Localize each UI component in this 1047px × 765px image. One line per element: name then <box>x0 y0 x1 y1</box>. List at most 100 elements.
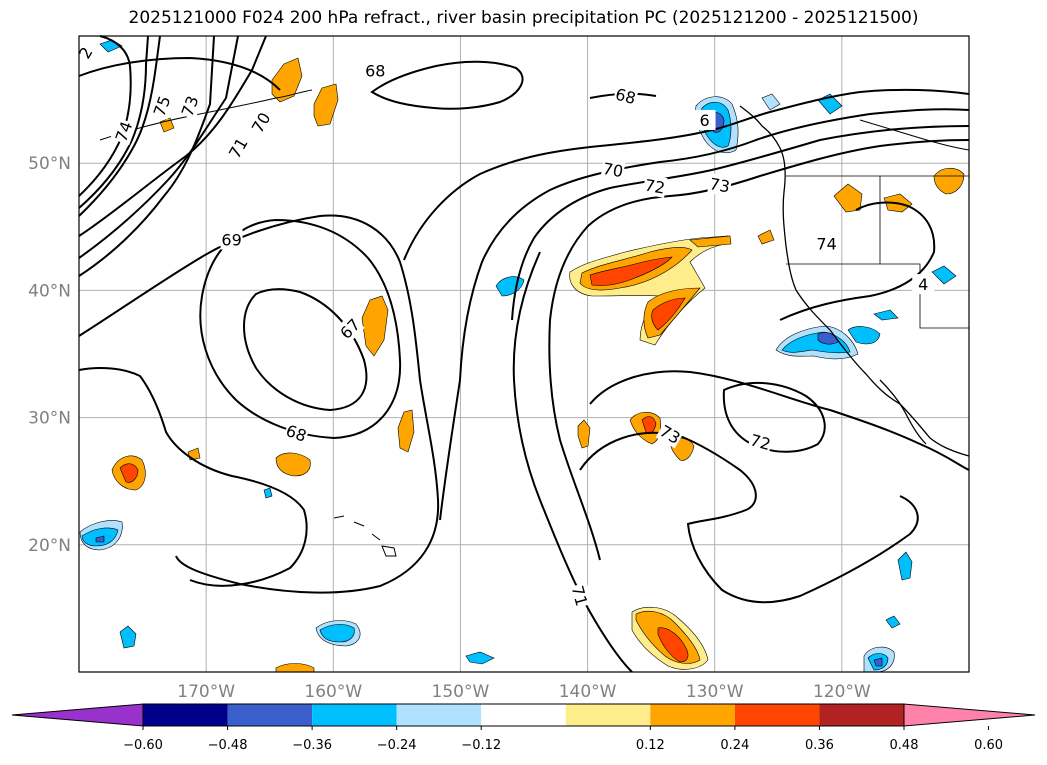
lat-tick-label: 40°N <box>28 281 71 301</box>
colorbar-tick-label: −0.24 <box>377 738 417 753</box>
patch-pos <box>397 409 415 453</box>
contour-72-south <box>579 431 919 604</box>
north-america-coast <box>739 105 970 457</box>
map-title: 2025121000 F024 200 hPa refract., river … <box>128 8 919 28</box>
colorbar-frame <box>142 703 905 727</box>
contour-label-bg <box>600 157 626 182</box>
patch-pos <box>757 229 775 245</box>
patch-neg <box>263 487 273 499</box>
hawaii-islands <box>333 515 397 557</box>
contour-72-southeast <box>722 381 826 453</box>
contour-69 <box>78 214 440 594</box>
positive-anomaly-patches <box>111 57 965 673</box>
contour-label-bg <box>612 83 639 109</box>
contour-label-bg <box>110 117 137 146</box>
colorbar-segment <box>312 704 397 726</box>
patch-neg <box>119 625 137 649</box>
lon-tick-label: 130°W <box>686 682 744 702</box>
contour-label-bg <box>707 173 733 197</box>
patch-neg <box>873 657 883 667</box>
colorbar-tick-label: −0.60 <box>123 738 163 753</box>
contour-label-bg <box>246 107 275 138</box>
contour-label: 70 <box>601 159 624 181</box>
colorbar-segment <box>396 704 482 726</box>
map-frame <box>78 35 970 673</box>
contour-label: 4 <box>918 275 928 294</box>
colorbar-tick-label: 0.48 <box>890 738 919 753</box>
contour-label-group: 68 <box>612 83 639 109</box>
colorbar-tick-label: 0.60 <box>974 738 1003 753</box>
patch-pos <box>577 419 591 449</box>
patch-neg <box>885 615 901 629</box>
contour-label-group: 69 <box>220 229 243 250</box>
contour-label-bg <box>747 429 774 455</box>
contour-label: 71 <box>568 584 592 609</box>
contour-label: 6 <box>699 111 709 130</box>
patch-pos <box>589 256 673 286</box>
patch-neg <box>931 265 957 285</box>
contour-label-group: 2 <box>71 38 100 68</box>
patch-neg <box>873 309 899 321</box>
colorbar-tick-label: −0.12 <box>461 738 501 753</box>
patch-pos <box>657 627 689 663</box>
contour-67 <box>243 288 368 412</box>
contour-label-group: 73 <box>707 173 733 197</box>
patch-pos <box>119 463 139 483</box>
contour-label-bg <box>176 92 203 120</box>
baja-coast <box>879 379 927 445</box>
colorbar-tick-label: −0.48 <box>208 738 248 753</box>
refractivity-contours <box>78 35 970 673</box>
colorbar-segment <box>565 704 651 726</box>
contour-label-bg <box>148 92 175 120</box>
contour-label-group: 70 <box>600 157 626 182</box>
contour-label-group: 68 <box>364 60 387 81</box>
contour-label: 68 <box>613 84 638 108</box>
contour-74-west <box>78 35 149 209</box>
colorbar-segment <box>650 704 735 726</box>
contour-label-group: 71 <box>567 582 593 609</box>
lon-tick-label: 160°W <box>304 682 362 702</box>
contour-68 <box>199 218 402 440</box>
lat-tick-label: 30°N <box>28 409 71 429</box>
contour-label-bg <box>912 274 935 295</box>
patch-pos <box>933 167 965 195</box>
lon-tick-label: 150°W <box>432 682 490 702</box>
contour-label-bg <box>567 582 593 609</box>
contour-label-bg <box>334 313 365 344</box>
contour-label-group: 4 <box>912 274 935 295</box>
colorbar-segment <box>734 704 820 726</box>
colorbar-segment <box>227 704 313 726</box>
patch-neg <box>465 651 495 665</box>
negative-anomaly-patches <box>79 39 957 673</box>
contour-label-group: 6 <box>693 109 716 130</box>
colorbar-extend-low <box>11 703 144 727</box>
contour-label-bg <box>71 38 100 68</box>
lon-tick-label: 140°W <box>559 682 617 702</box>
patch-pos <box>689 235 732 248</box>
patch-neg <box>761 93 781 111</box>
patch-neg <box>847 326 881 345</box>
canada-coast <box>859 119 970 151</box>
contour-label: 72 <box>643 175 666 197</box>
patch-neg <box>95 535 105 543</box>
contour-label: 68 <box>365 61 385 80</box>
contour-73 <box>78 35 970 561</box>
contour-74 <box>779 201 936 321</box>
colorbar-extend-high <box>903 703 1036 727</box>
patch-pos <box>275 452 311 477</box>
patch-pos <box>271 57 303 103</box>
lon-tick-label: 170°W <box>177 682 235 702</box>
lat-tick-label: 50°N <box>28 154 71 174</box>
contour-71-south <box>512 251 633 673</box>
contour-label-bg <box>815 233 838 254</box>
lon-tick-label: 120°W <box>813 682 871 702</box>
contour-72 <box>78 35 970 321</box>
contour-75 <box>78 35 132 197</box>
contour-label-bg <box>655 419 685 449</box>
axis-labels: 20°N 30°N 40°N 50°N 170°W 160°W 150°W 140°W 130°… <box>28 154 871 702</box>
patch-pos <box>275 663 315 673</box>
contour-label-group: 75 <box>148 92 175 120</box>
contour-label-bg <box>364 60 387 81</box>
colorbar: −0.60 −0.48 −0.36 −0.24 −0.12 0.12 0.24 0.36 0.4… <box>11 703 1036 753</box>
contour-label: 69 <box>221 231 241 250</box>
